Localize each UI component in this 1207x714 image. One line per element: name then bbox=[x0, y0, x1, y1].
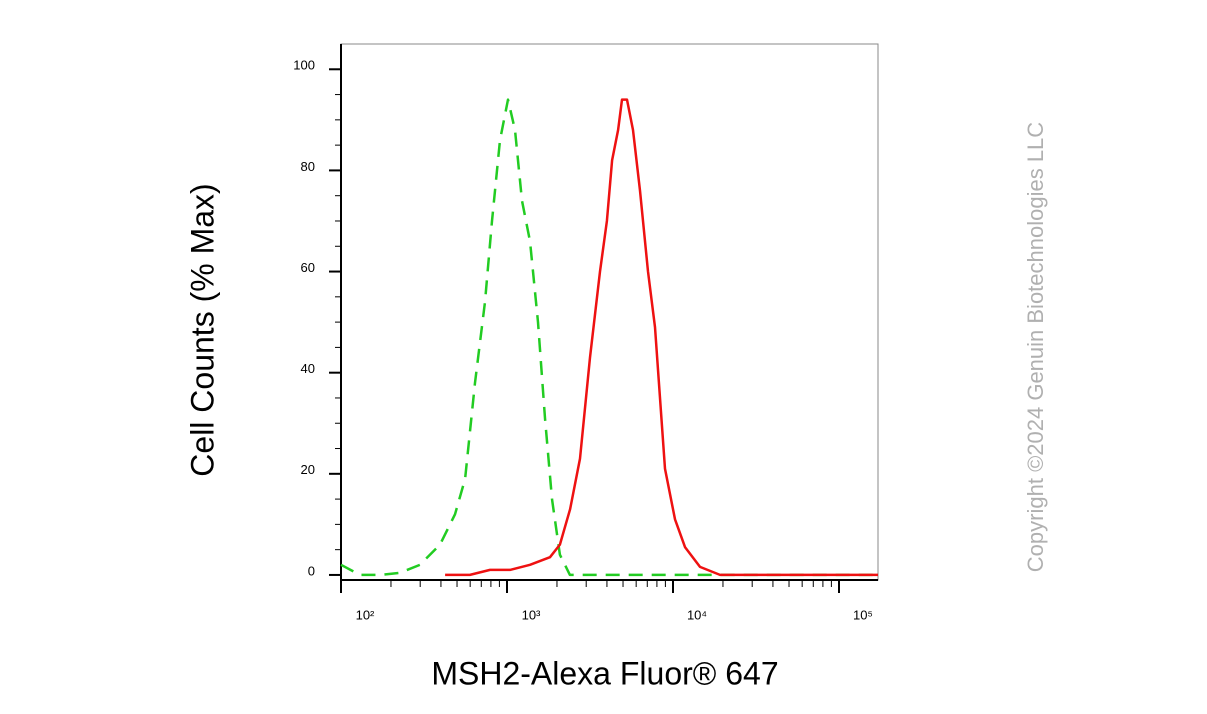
y-tick-label: 80 bbox=[301, 159, 315, 174]
x-tick-label: 10² bbox=[356, 607, 375, 622]
series-line bbox=[340, 98, 878, 577]
x-tick-label: 10³ bbox=[522, 607, 541, 622]
x-tick-label: 10⁵ bbox=[853, 607, 873, 622]
y-axis-label: Cell Counts (% Max) bbox=[184, 183, 220, 476]
series-line bbox=[445, 98, 878, 577]
x-axis-label: MSH2-Alexa Fluor® 647 bbox=[431, 655, 778, 691]
y-tick-label: 100 bbox=[293, 58, 315, 73]
copyright: Copyright ©2024 Genuin Biotechnologies L… bbox=[1023, 122, 1048, 573]
y-tick-label: 60 bbox=[301, 260, 315, 275]
x-tick-label: 10⁴ bbox=[687, 607, 707, 622]
y-tick-label: 0 bbox=[308, 563, 315, 578]
y-tick-label: 40 bbox=[301, 361, 315, 376]
y-tick-label: 20 bbox=[301, 462, 315, 477]
plot-frame bbox=[340, 43, 879, 581]
